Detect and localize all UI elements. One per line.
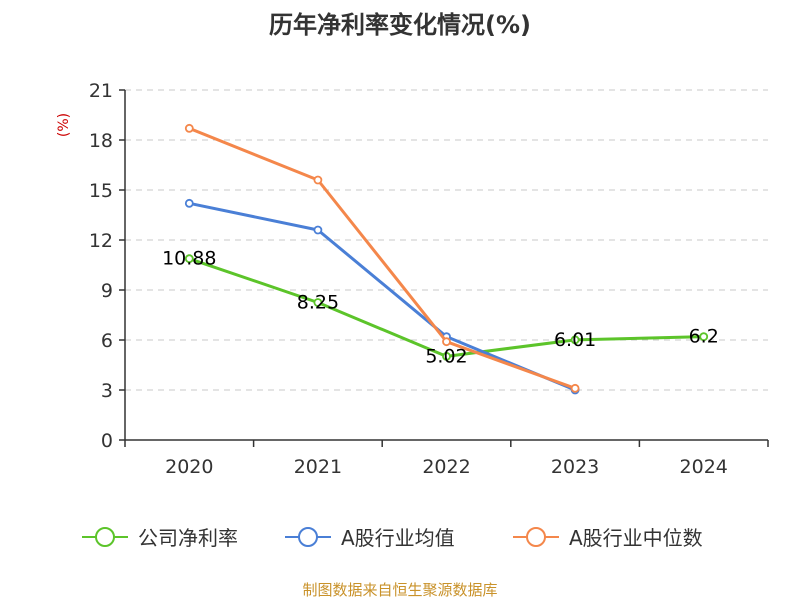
data-label: 6.2	[689, 326, 719, 348]
series-line-3	[188, 126, 576, 390]
y-axis-unit-label: (%)	[56, 113, 72, 137]
legend-marker-1	[95, 527, 115, 547]
series-3-point	[442, 337, 451, 347]
series-lines	[184, 123, 709, 395]
y-tick-label: 6	[101, 330, 113, 352]
data-label: 10.88	[162, 248, 216, 270]
x-tick-label: 2023	[551, 456, 599, 478]
series-1-point	[570, 335, 580, 345]
series-line-2	[188, 201, 576, 392]
y-tick-label: 18	[89, 130, 113, 152]
series-3-point	[184, 123, 194, 133]
y-tick-label: 12	[89, 230, 113, 252]
series-1-point	[184, 254, 194, 264]
chart-title: 历年净利率变化情况(%)	[269, 11, 531, 39]
x-tick-label: 2024	[680, 456, 728, 478]
y-tick-label: 3	[101, 380, 113, 402]
legend-marker-2	[298, 527, 318, 547]
x-tick-label: 2021	[294, 456, 342, 478]
legend: 公司净利率 A股行业均值 A股行业中位数	[82, 526, 703, 550]
y-tick-label: 21	[89, 80, 113, 102]
legend-label-3: A股行业中位数	[569, 526, 703, 550]
legend-marker-3	[526, 527, 546, 547]
series-1-point	[313, 298, 323, 307]
y-tick-label: 9	[101, 280, 113, 302]
y-tick-label: 15	[89, 180, 113, 202]
data-label: 6.01	[554, 329, 596, 351]
source-note: 制图数据来自恒生聚源数据库	[302, 581, 497, 599]
series-1-point	[442, 351, 451, 361]
series-2-point	[313, 225, 323, 235]
series-3-point	[570, 383, 580, 393]
data-label: 8.25	[297, 292, 339, 314]
series-1-point	[699, 332, 709, 342]
legend-label-2: A股行业均值	[341, 526, 455, 550]
x-tick-label: 2020	[165, 456, 213, 478]
series-3-point	[313, 175, 323, 185]
legend-label-1: 公司净利率	[138, 526, 238, 550]
axes: 0 3 6 9 12 15 18 21 2020 2021 2022 2023 2024	[89, 80, 769, 478]
series-2-point	[184, 198, 194, 208]
data-labels: 10.88 8.25 5.02 6.01 6.2	[162, 248, 719, 368]
y-tick-label: 0	[101, 430, 113, 452]
x-tick-label: 2022	[422, 456, 470, 478]
data-label: 5.02	[425, 345, 467, 367]
